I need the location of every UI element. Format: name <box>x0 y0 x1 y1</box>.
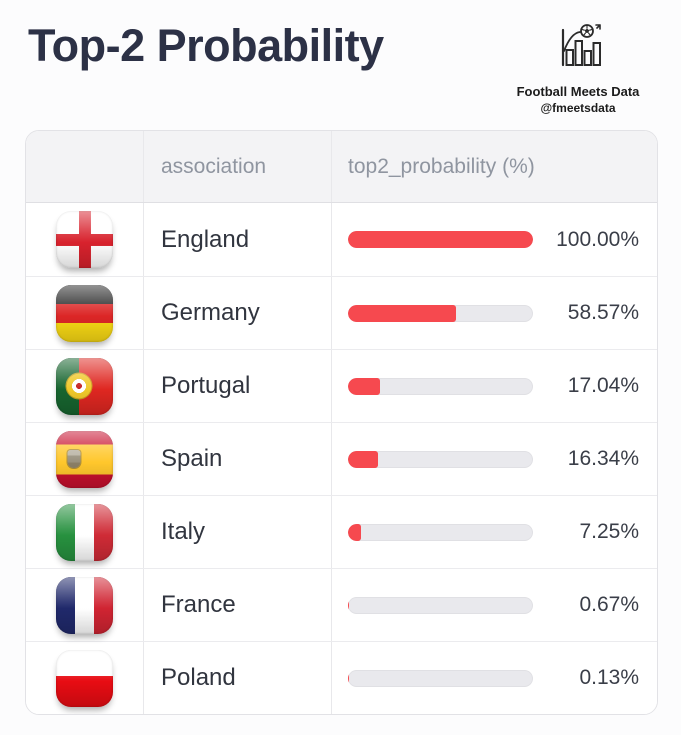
table-row: Germany 58.57% <box>26 276 657 349</box>
table-row: Poland 0.13% <box>26 641 657 714</box>
probability-value: 7.25% <box>579 520 639 543</box>
table-row: England 100.00% <box>26 203 657 276</box>
column-header-association: association <box>144 131 332 202</box>
table-row: Italy 7.25% <box>26 495 657 568</box>
probability-value: 100.00% <box>556 227 639 251</box>
probability-value: 0.67% <box>579 593 639 616</box>
probability-bar-track <box>348 596 533 614</box>
brand-name: Football Meets Data <box>516 84 640 99</box>
probability-bar-fill <box>348 596 350 614</box>
association-name: Portugal <box>144 350 332 422</box>
association-name: Italy <box>144 496 332 568</box>
table-row: Spain 16.34% <box>26 422 657 495</box>
brand-handle: @fmeetsdata <box>540 100 616 115</box>
probability-value: 58.57% <box>567 301 639 324</box>
probability-value: 0.13% <box>579 666 639 689</box>
probability-bar-fill <box>348 450 379 468</box>
probability-bar-track <box>348 523 533 541</box>
column-header-top2-probability: top2_probability (%) <box>348 154 535 178</box>
probability-bar-track <box>348 304 533 322</box>
probability-bar-fill <box>348 377 380 395</box>
italy-flag-icon <box>56 503 113 561</box>
probability-bar-track <box>348 231 533 248</box>
probability-bar-track <box>348 377 533 395</box>
association-name: Germany <box>144 277 332 349</box>
probability-bar-track <box>348 450 533 468</box>
table-row: France 0.67% <box>26 568 657 641</box>
association-name: Poland <box>144 642 332 714</box>
probability-value: 17.04% <box>567 374 639 397</box>
probability-bar-fill <box>348 231 533 248</box>
portugal-flag-icon <box>56 357 113 415</box>
probability-bar-track <box>348 669 533 687</box>
poland-flag-icon <box>56 649 113 707</box>
probability-table: association top2_probability (%) England… <box>25 130 658 715</box>
table-row: Portugal 17.04% <box>26 349 657 422</box>
probability-bar-fill <box>348 523 362 541</box>
association-name: Spain <box>144 423 332 495</box>
association-name: England <box>144 203 332 276</box>
france-flag-icon <box>56 576 113 634</box>
association-name: France <box>144 569 332 641</box>
bar-chart-with-football-icon <box>561 24 601 67</box>
england-flag-icon <box>56 211 113 268</box>
column-header-flag <box>26 131 144 202</box>
page-title: Top-2 Probability <box>28 20 384 71</box>
spain-flag-icon <box>56 430 113 488</box>
probability-value: 16.34% <box>567 447 639 470</box>
germany-flag-icon <box>56 284 113 342</box>
brand-block: Football Meets Data @fmeetsdata <box>493 24 663 116</box>
probability-bar-fill <box>348 304 457 322</box>
table-header-row: association top2_probability (%) <box>26 131 657 203</box>
